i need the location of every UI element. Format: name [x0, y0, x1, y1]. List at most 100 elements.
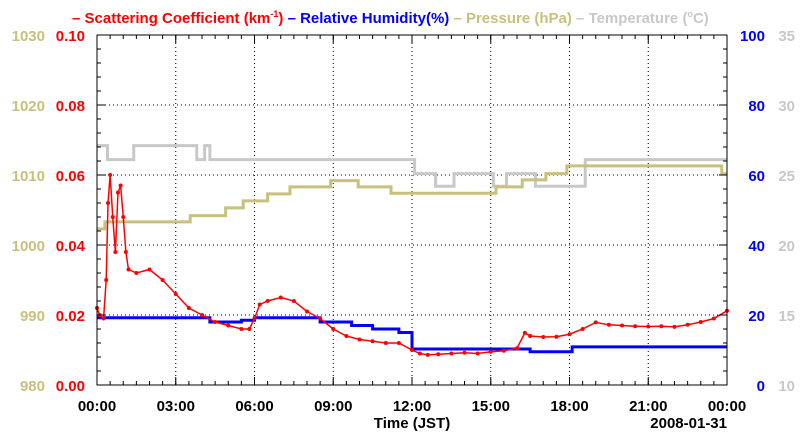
- scattering-data-point: [515, 346, 519, 351]
- scattering-data-point: [383, 341, 388, 345]
- scattering-data-point: [620, 323, 624, 328]
- scattering-data-point: [186, 306, 191, 310]
- legend-entry: – Scattering Coefficient (km: [72, 10, 270, 27]
- scattering-tick-label: 0.04: [56, 238, 86, 255]
- pressure-tick-label: 1000: [12, 238, 45, 255]
- scattering-data-point: [370, 339, 375, 344]
- pressure-tick-label: 980: [20, 378, 45, 395]
- pressure-tick-label: 1020: [12, 98, 45, 115]
- x-tick-label: 18:00: [550, 398, 588, 415]
- scattering-data-point: [116, 190, 120, 195]
- scattering-data-point: [425, 352, 430, 357]
- chart-title: – Scattering Coefficient (km-1) – Relati…: [72, 9, 709, 27]
- scattering-data-point: [226, 323, 231, 328]
- temperature-tick-label: 20: [778, 238, 795, 255]
- humidity-tick-label: 80: [748, 98, 765, 115]
- scattering-data-point: [633, 324, 638, 329]
- scattering-tick-label: 0.06: [56, 168, 85, 185]
- scattering-data-point: [567, 332, 572, 337]
- x-axis-label: Time (JST): [374, 415, 450, 432]
- x-tick-label: 00:00: [78, 398, 116, 415]
- legend-entry: – Temperature (: [572, 10, 688, 27]
- scattering-data-point: [554, 334, 559, 339]
- scattering-data-point: [106, 201, 111, 205]
- scattering-data-point: [126, 267, 131, 272]
- scattering-data-point: [134, 271, 139, 275]
- scattering-data-point: [462, 350, 467, 355]
- pressure-tick-label: 990: [20, 308, 45, 325]
- scattering-data-point: [257, 302, 262, 307]
- scattering-data-point: [239, 327, 244, 331]
- scattering-data-point: [357, 337, 362, 342]
- scattering-data-point: [108, 173, 113, 177]
- scattering-data-point: [113, 250, 118, 254]
- scattering-data-point: [121, 215, 126, 219]
- series-layer: [95, 144, 729, 357]
- scattering-data-point: [475, 351, 480, 356]
- scattering-data-point: [528, 334, 533, 338]
- x-tick-label: 03:00: [157, 398, 195, 415]
- title-text: – Scattering Coefficient (km-1) – Relati…: [72, 9, 709, 27]
- ticks: 00:00 03:00 06:00 09:00 12:00 15:00 18:00 21:00…: [12, 28, 795, 415]
- humidity-tick-label: 100: [740, 28, 765, 45]
- scattering-data-point: [118, 183, 123, 188]
- scattering-data-point: [417, 351, 422, 356]
- scattering-data-point: [410, 348, 414, 352]
- scattering-data-point: [593, 320, 598, 325]
- series-relative-humidity: [97, 316, 727, 354]
- scattering-data-point: [488, 349, 493, 354]
- legend-entry: – Pressure (hPa): [449, 10, 572, 27]
- scattering-data-point: [147, 267, 152, 272]
- scattering-data-point: [344, 334, 349, 338]
- temperature-tick-label: 10: [778, 378, 795, 395]
- humidity-tick-label: 0: [757, 378, 765, 395]
- humidity-tick-label: 40: [748, 238, 765, 255]
- scattering-data-point: [252, 316, 257, 321]
- scattering-data-point: [101, 316, 106, 321]
- legend-entry: – Relative Humidity(%): [283, 10, 449, 27]
- scattering-data-point: [698, 320, 703, 324]
- series-pressure: [97, 164, 727, 231]
- scattering-data-point: [318, 316, 323, 321]
- scattering-data-point: [173, 292, 178, 296]
- x-tick-label: 00:00: [708, 398, 746, 415]
- scattering-data-point: [265, 299, 270, 303]
- scattering-data-point: [247, 327, 252, 331]
- scattering-data-point: [606, 322, 611, 327]
- scattering-data-point: [160, 278, 165, 282]
- x-tick-label: 12:00: [393, 398, 431, 415]
- scattering-data-point: [436, 352, 441, 357]
- scattering-data-point: [123, 250, 128, 254]
- series-temperature: [97, 144, 727, 188]
- scattering-data-point: [646, 324, 651, 329]
- scattering-data-point: [396, 341, 401, 345]
- scattering-data-point: [104, 278, 109, 282]
- legend-entry-tail: C): [693, 10, 709, 27]
- scattering-data-point: [580, 327, 585, 331]
- scattering-tick-label: 0.00: [56, 378, 85, 395]
- scattering-data-point: [501, 348, 506, 353]
- humidity-tick-label: 60: [748, 168, 765, 185]
- x-tick-label: 06:00: [235, 398, 273, 415]
- scattering-data-point: [711, 316, 716, 321]
- scattering-data-point: [659, 324, 664, 329]
- scattering-data-point: [522, 330, 527, 335]
- temperature-tick-label: 25: [778, 168, 795, 185]
- legend-superscript: o: [687, 9, 693, 19]
- x-tick-label: 09:00: [314, 398, 352, 415]
- date-label: 2008-01-31: [650, 415, 727, 432]
- scattering-data-point: [200, 313, 204, 317]
- scattering-data-point: [541, 335, 546, 340]
- pressure-tick-label: 1010: [12, 168, 45, 185]
- legend-superscript: -1: [270, 9, 278, 19]
- temperature-tick-label: 30: [778, 98, 795, 115]
- scattering-tick-label: 0.08: [56, 98, 85, 115]
- scattering-data-point: [110, 215, 115, 219]
- scattering-data-point: [672, 324, 677, 329]
- humidity-tick-label: 20: [748, 308, 765, 325]
- scattering-data-point: [278, 295, 283, 300]
- temperature-tick-label: 35: [778, 28, 795, 45]
- scattering-data-point: [685, 322, 690, 327]
- legend-entry-tail: ): [278, 10, 283, 27]
